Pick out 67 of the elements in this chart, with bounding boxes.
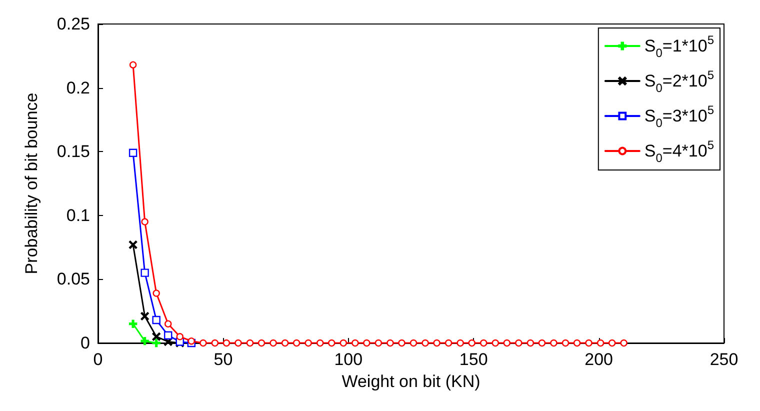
point (304, 339, 312, 347)
y-tick-label: 0 (80, 334, 90, 352)
point (140, 312, 149, 320)
point (526, 339, 534, 347)
y-axis-title: Probability of bit bounce (22, 92, 41, 274)
point (398, 339, 406, 347)
point (340, 339, 347, 347)
y-tick-label: 0.2 (66, 78, 90, 98)
point (620, 339, 628, 347)
point (200, 339, 207, 347)
point (246, 339, 254, 347)
point (562, 339, 570, 347)
point (352, 339, 359, 347)
y-tick-label: 0.1 (66, 206, 90, 225)
point (468, 339, 476, 347)
point (152, 316, 160, 324)
point (141, 218, 148, 226)
point (573, 339, 581, 347)
point (128, 148, 138, 157)
point (292, 339, 300, 347)
point (222, 339, 230, 347)
x-tick-label: 250 (710, 350, 738, 369)
point (492, 339, 499, 347)
point (444, 339, 452, 347)
point (128, 240, 138, 249)
point (374, 339, 382, 347)
point (480, 339, 488, 347)
point (128, 320, 138, 328)
x-axis-title: Weight on bit (KN) (342, 372, 480, 391)
x-tick-label: 100 (334, 350, 363, 369)
point (596, 339, 604, 347)
point (152, 290, 160, 297)
y-tick-label: 0.15 (56, 142, 90, 162)
x-tick-label: 200 (584, 350, 613, 369)
point (140, 268, 149, 277)
point (608, 339, 616, 347)
y-tick-label: 0.25 (56, 14, 90, 34)
point (164, 331, 172, 340)
point (152, 332, 160, 341)
point (585, 339, 592, 347)
point (211, 339, 219, 347)
point (258, 339, 266, 347)
point (140, 336, 149, 346)
point (281, 339, 289, 347)
point (422, 339, 429, 347)
x-tick-label: 150 (459, 350, 488, 369)
point (234, 339, 242, 347)
point (386, 339, 394, 347)
point (188, 337, 195, 345)
point (410, 339, 418, 347)
point (456, 339, 464, 347)
point (550, 339, 558, 347)
point (503, 339, 511, 347)
point (363, 339, 370, 347)
point (176, 333, 184, 340)
point (129, 61, 137, 68)
x-tick-label: 50 (214, 350, 233, 369)
y-tick-label: 0.05 (56, 270, 90, 289)
point (433, 339, 440, 347)
point (328, 339, 336, 347)
point (316, 339, 324, 347)
x-tick-label: 0 (93, 350, 103, 369)
point (152, 338, 160, 348)
point (538, 339, 546, 347)
point (515, 339, 522, 347)
point (164, 320, 172, 328)
point (270, 339, 277, 347)
